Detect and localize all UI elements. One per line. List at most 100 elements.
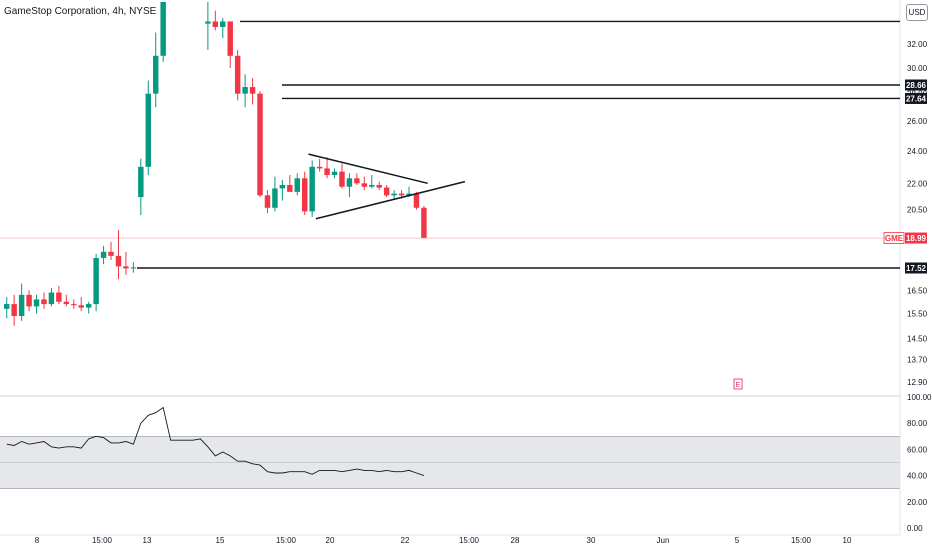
time-tick-label: 8 (35, 536, 40, 545)
level-tag (905, 262, 927, 274)
rsi-tick-label: 100.00 (907, 393, 932, 402)
level-tag (905, 92, 927, 104)
triangle-trendline (315, 180, 466, 220)
price-tick-label: 14.50 (907, 334, 928, 343)
candlesticks (4, 2, 427, 326)
candle-body (339, 171, 345, 187)
candle-body (48, 292, 55, 305)
rsi-tick-label: 40.00 (907, 472, 928, 481)
price-tick-label: 26.00 (907, 117, 928, 126)
candle-body (212, 21, 219, 27)
candle-body (138, 166, 144, 198)
candle-body (369, 185, 375, 187)
candle-body (11, 304, 17, 316)
price-tick-label: 32.00 (907, 40, 928, 49)
candle-body (279, 185, 286, 189)
candle-body (78, 305, 84, 308)
candle-body (354, 178, 360, 184)
candle-body (205, 21, 211, 24)
candle-body (421, 207, 427, 238)
candle-body (115, 255, 122, 267)
symbol-tag (883, 232, 905, 244)
horizontal-levels[interactable] (137, 20, 900, 269)
rsi-tick-label: 60.00 (907, 445, 928, 454)
candle-body (18, 294, 25, 316)
candle-body (361, 183, 368, 187)
price-tick-label: 16.50 (907, 286, 928, 295)
price-axis: 32.0030.0028.0026.0024.0022.0020.5016.50… (907, 40, 932, 533)
candle-body (376, 185, 382, 188)
earnings-marker-label: E (736, 382, 741, 389)
rsi-tick-label: 20.00 (907, 498, 928, 507)
candle-body (71, 304, 77, 306)
candle-body (346, 178, 353, 187)
time-tick-label: 15:00 (276, 536, 297, 545)
candle-body (413, 193, 420, 208)
rsi-background (0, 435, 900, 490)
price-tick-label: 20.50 (907, 206, 928, 215)
candle-body (234, 55, 241, 94)
candle-body (316, 166, 323, 169)
candle-body (324, 168, 330, 175)
candle-body (108, 251, 114, 256)
candle-body (287, 185, 293, 192)
candle-body (242, 87, 248, 94)
time-tick-label: 10 (843, 536, 852, 545)
time-tick-label: 15 (216, 536, 225, 545)
time-tick-label: Jun (657, 536, 670, 545)
candle-body (33, 299, 40, 307)
price-tick-label: 24.00 (907, 147, 928, 156)
price-tick-label: 15.50 (907, 310, 928, 319)
level-tag-label: 17.52 (906, 264, 927, 273)
currency-button[interactable]: USD (906, 4, 928, 21)
candle-body (100, 251, 107, 258)
time-tick-label: 20 (326, 536, 335, 545)
price-tick-label: 30.00 (907, 64, 928, 73)
time-tick-label: 15:00 (92, 536, 113, 545)
time-tick-label: 30 (587, 536, 596, 545)
candle-body (160, 2, 166, 56)
candle-body (406, 193, 412, 196)
rsi-series-line (6, 406, 425, 477)
time-tick-label: 22 (401, 536, 410, 545)
level-tag (905, 79, 927, 91)
current-price-label: 18.99 (906, 234, 927, 243)
candle-body (41, 299, 47, 305)
candle-body (257, 93, 263, 196)
candle-body (264, 195, 271, 208)
candle-body (398, 193, 405, 196)
rsi-tick-label: 80.00 (907, 419, 928, 428)
candle-body (383, 187, 390, 196)
candle-body (153, 55, 159, 94)
candle-body (227, 21, 233, 56)
candle-body (220, 21, 226, 27)
price-tick-label: 12.90 (907, 378, 928, 387)
candle-body (249, 87, 256, 94)
candle-body (93, 257, 99, 305)
triangle-pattern[interactable] (308, 153, 466, 220)
time-axis: 8 15:00 13 15 15:00 20 22 15:00 28 30 Jun 5 15:00 10 (35, 536, 852, 545)
candle-body (302, 178, 308, 212)
earnings-marker[interactable]: E (733, 378, 743, 390)
candle-body (130, 267, 137, 269)
triangle-trendline (308, 153, 428, 185)
level-tag-label: 28.66 (906, 81, 927, 90)
candle-body (272, 188, 278, 208)
symbol-tag-label: GME (885, 234, 904, 243)
price-tick-label: 22.00 (907, 179, 928, 188)
rsi-line (6, 406, 425, 477)
candle-body (4, 304, 10, 309)
time-tick-label: 28 (511, 536, 520, 545)
price-tick-label: 13.70 (907, 355, 928, 364)
candle-body (294, 178, 300, 192)
candle-body (123, 266, 129, 269)
candle-body (26, 294, 32, 307)
time-tick-label: 15:00 (791, 536, 812, 545)
candle-body (63, 301, 70, 305)
time-tick-label: 5 (735, 536, 740, 545)
candle-body (85, 304, 92, 308)
time-tick-label: 15:00 (459, 536, 480, 545)
price-tags: 28.66 27.64 17.52 GME 18.99 (883, 79, 927, 274)
